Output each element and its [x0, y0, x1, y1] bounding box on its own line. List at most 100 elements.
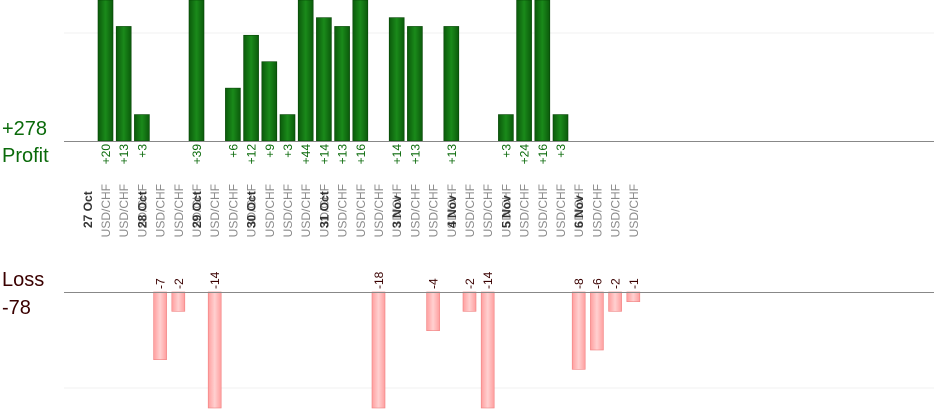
profit-bar — [115, 26, 132, 142]
loss-data-label: -2 — [172, 278, 186, 289]
profit-data-label: +39 — [190, 144, 204, 165]
loss-data-label: -14 — [481, 271, 495, 289]
loss-data-label: -18 — [372, 271, 386, 289]
date-tick-label: 4 Nov — [445, 195, 459, 228]
date-tick-label: 29 Oct — [190, 191, 204, 228]
profit-bar — [352, 0, 369, 142]
profit-data-label: +3 — [499, 144, 513, 158]
symbol-tick-label: USD/CHF — [336, 184, 350, 237]
symbol-tick-label: USD/CHF — [390, 184, 404, 237]
profit-bars — [97, 0, 569, 142]
symbol-tick-label: USD/CHF — [154, 184, 168, 237]
loss-data-label: -7 — [154, 278, 168, 289]
loss-bar — [480, 291, 495, 409]
profit-data-label: +13 — [445, 144, 459, 165]
profit-data-label: +16 — [536, 144, 550, 165]
symbol-tick-label: USD/CHF — [372, 184, 386, 237]
profit-bar — [243, 34, 259, 142]
profit-bar — [134, 114, 150, 142]
profit-data-labels: +20 +13 +3 +39 +6 +12 +9 +3 +44 +14 +13 +16 +14 +13 +1… — [99, 144, 568, 165]
profit-data-label: +3 — [281, 144, 295, 158]
date-tick-label: 6 Nov — [572, 195, 586, 228]
symbol-tick-label: USD/CHF — [590, 184, 604, 237]
loss-bar — [153, 291, 167, 360]
symbol-tick-label: USD/CHF — [245, 184, 259, 237]
loss-bar — [608, 291, 622, 312]
loss-data-label: -4 — [427, 278, 441, 289]
symbol-tick-label: USD/CHF — [299, 184, 313, 237]
symbol-tick-label: USD/CHF — [408, 184, 422, 237]
profit-bar — [279, 114, 296, 142]
symbol-tick-label: USD/CHF — [99, 184, 113, 237]
symbol-tick-label: USD/CHF — [518, 184, 532, 237]
loss-bar — [626, 291, 641, 302]
loss-data-label: -14 — [208, 271, 222, 289]
profit-data-label: +3 — [554, 144, 568, 158]
symbol-tick-label: USD/CHF — [354, 184, 368, 237]
profit-bar — [498, 114, 514, 142]
profit-bar — [407, 26, 423, 142]
loss-data-label: -1 — [627, 278, 641, 289]
profit-data-label: +13 — [117, 144, 131, 165]
profit-bar — [225, 87, 241, 142]
profit-data-label: +44 — [299, 144, 313, 165]
date-tick-labels: 27 Oct 28 Oct 29 Oct 30 Oct 31 Oct 3 Nov 4 Nov… — [81, 191, 586, 228]
symbol-tick-label: USD/CHF — [226, 184, 240, 237]
loss-bar — [426, 291, 440, 331]
profit-bar — [534, 0, 551, 142]
date-tick-label: 28 Oct — [135, 191, 149, 228]
symbol-tick-label: USD/CHF — [445, 184, 459, 237]
symbol-tick-label: USD/CHF — [499, 184, 513, 237]
profit-bar — [297, 0, 314, 142]
profit-data-label: +13 — [336, 144, 350, 165]
loss-bars — [153, 291, 641, 409]
profit-data-label: +20 — [99, 144, 113, 165]
symbol-tick-label: USD/CHF — [463, 184, 477, 237]
profit-bar — [334, 26, 350, 142]
profit-total: +278 — [2, 118, 48, 140]
profit-label: Profit — [2, 145, 49, 167]
profit-data-label: +6 — [226, 144, 240, 158]
symbol-tick-label: USD/CHF — [536, 184, 550, 237]
symbol-tick-label: USD/CHF — [427, 184, 441, 237]
symbol-tick-label: USD/CHF — [481, 184, 495, 237]
loss-bar — [207, 291, 222, 409]
profit-bar — [261, 61, 278, 142]
date-tick-label: 3 Nov — [390, 195, 404, 228]
profit-bar — [516, 0, 532, 142]
loss-bar — [462, 291, 477, 312]
date-tick-label: 30 Oct — [245, 191, 259, 228]
loss-data-label: -6 — [590, 278, 604, 289]
profit-bar — [552, 114, 569, 142]
symbol-tick-label: USD/CHF — [135, 184, 149, 237]
symbol-tick-label: USD/CHF — [172, 184, 186, 237]
profit-data-label: +16 — [354, 144, 368, 165]
symbol-tick-label: USD/CHF — [117, 184, 131, 237]
profit-data-label: +9 — [263, 144, 277, 158]
profit-bar — [388, 17, 405, 142]
date-tick-label: 31 Oct — [317, 191, 331, 228]
loss-data-label: -2 — [463, 278, 477, 289]
symbol-tick-label: USD/CHF — [263, 184, 277, 237]
symbol-tick-label: USD/CHF — [554, 184, 568, 237]
symbol-tick-label: USD/CHF — [317, 184, 331, 237]
baselines — [64, 141, 934, 293]
profit-data-label: +24 — [518, 144, 532, 165]
loss-data-label: -2 — [609, 278, 623, 289]
loss-data-label: -8 — [572, 278, 586, 289]
loss-label: Loss — [2, 269, 45, 291]
profit-bar — [443, 26, 460, 142]
loss-total: -78 — [2, 297, 31, 319]
loss-data-labels: -7 -2 -14 -18 -4 -2 -14 -8 -6 -2 -1 — [154, 271, 641, 289]
symbol-tick-label: USD/CHF — [190, 184, 204, 237]
loss-bar — [371, 291, 386, 409]
symbol-tick-labels: USD/CHF USD/CHF USD/CHF USD/CHF USD/CHF USD/C… — [99, 184, 641, 237]
date-tick-label: 5 Nov — [499, 195, 513, 228]
date-tick-label: 27 Oct — [81, 191, 95, 228]
loss-bar — [590, 291, 604, 351]
profit-data-label: +14 — [390, 144, 404, 165]
symbol-tick-label: USD/CHF — [281, 184, 295, 237]
profit-data-label: +12 — [245, 144, 259, 165]
